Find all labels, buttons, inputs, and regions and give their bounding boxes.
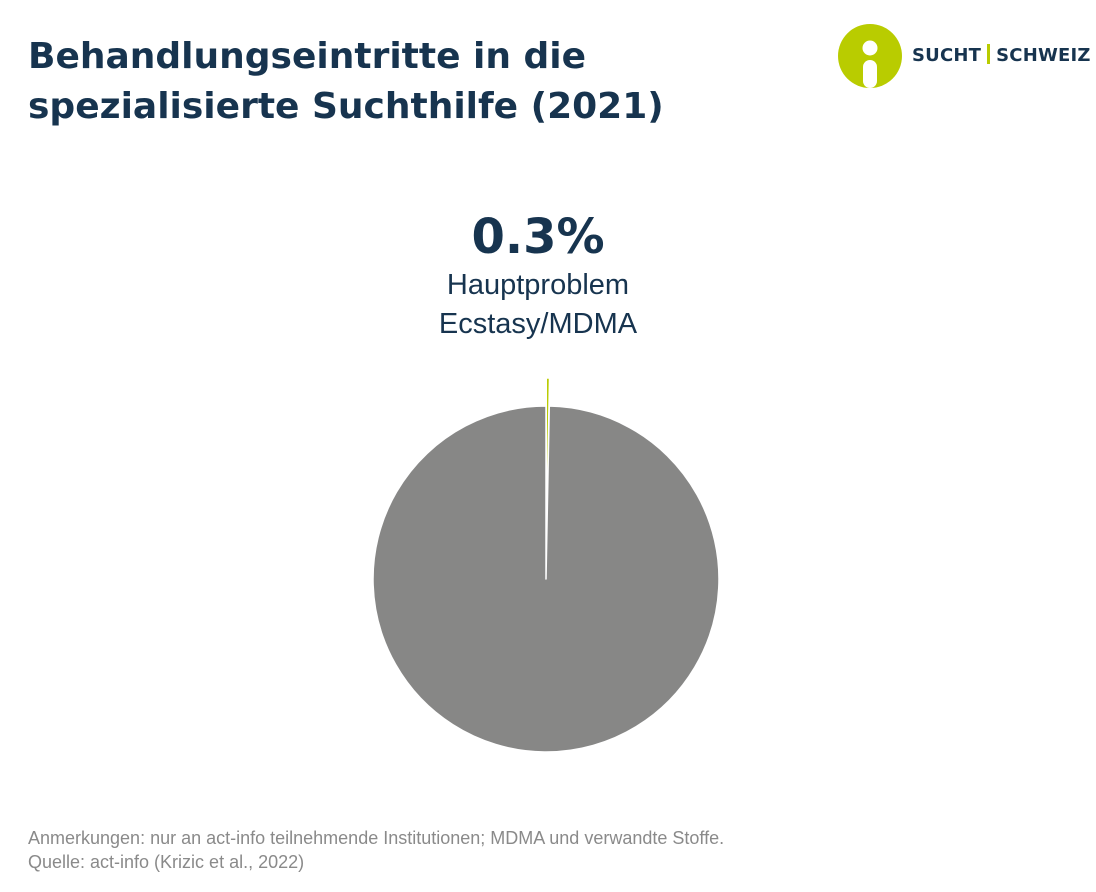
chart-title: Behandlungseintritte in die spezialisier… <box>28 32 788 132</box>
footnote-notes: Anmerkungen: nur an act-info teilnehmend… <box>28 828 725 848</box>
pie-slice-0-category-label-line-2: Ecstasy/MDMA <box>439 308 638 340</box>
logo-circle <box>838 24 902 88</box>
pie-slice-0-category-label-line-1: Hauptproblem <box>447 269 629 301</box>
logo-person-head <box>862 40 878 56</box>
logo-divider <box>987 44 991 64</box>
logo-person-body <box>863 60 877 88</box>
chart-footnote: Anmerkungen: nur an act-info teilnehmend… <box>28 826 724 874</box>
logo-word-schweiz: SCHWEIZ <box>996 45 1091 66</box>
person-in-circle-icon <box>838 24 902 88</box>
sucht-schweiz-logo: SUCHT SCHWEIZ <box>838 24 1091 88</box>
chart-title-line-2: spezialisierte Suchthilfe (2021) <box>28 86 664 127</box>
pie-slice-1 <box>372 405 720 753</box>
logo-word-sucht: SUCHT <box>912 45 982 66</box>
pie-chart: 0.3% Hauptproblem Ecstasy/MDMA <box>372 209 720 753</box>
chart-title-line-1: Behandlungseintritte in die <box>28 36 587 77</box>
logo-wordmark: SUCHT SCHWEIZ <box>912 44 1091 68</box>
footnote-source: Quelle: act-info (Krizic et al., 2022) <box>28 852 305 872</box>
pie-slice-0-value-label: 0.3% <box>471 209 604 265</box>
